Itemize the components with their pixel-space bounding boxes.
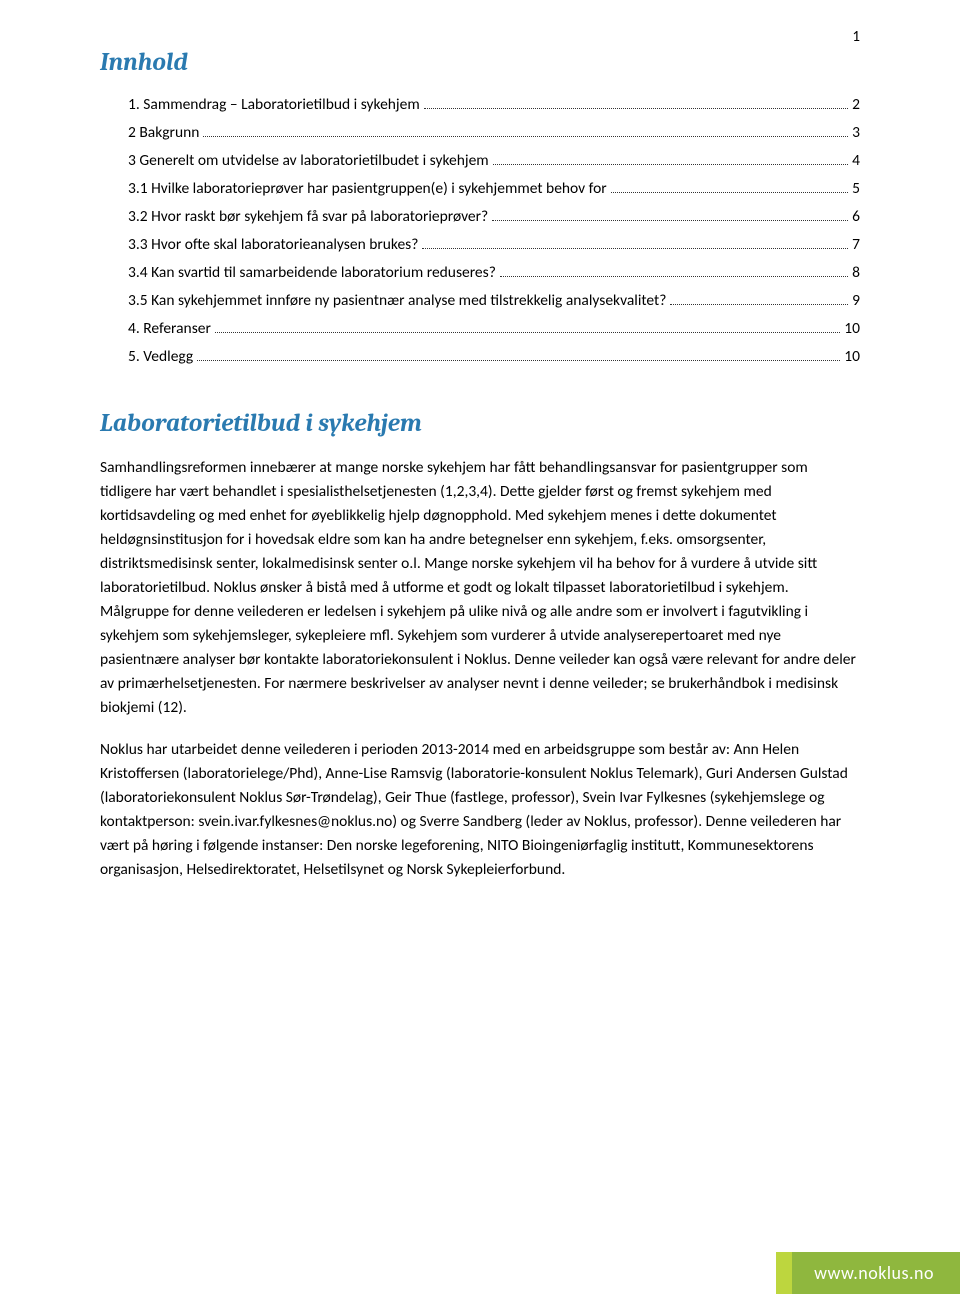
toc-entry-label: 5. Vedlegg — [128, 345, 193, 369]
toc-entry[interactable]: 1. Sammendrag – Laboratorietilbud i syke… — [128, 93, 860, 117]
toc-entry-label: 1. Sammendrag – Laboratorietilbud i syke… — [128, 93, 420, 117]
toc-entry-page: 5 — [852, 177, 860, 201]
toc-entry[interactable]: 3.4 Kan svartid til samarbeidende labora… — [128, 261, 860, 285]
toc-entry[interactable]: 3.3 Hvor ofte skal laboratorieanalysen b… — [128, 233, 860, 257]
page-number: 1 — [852, 28, 860, 46]
toc-entry[interactable]: 3.2 Hvor raskt bør sykehjem få svar på l… — [128, 205, 860, 229]
toc-entry-page: 6 — [852, 205, 860, 229]
toc-leader — [500, 276, 848, 277]
toc-entry-page: 9 — [852, 289, 860, 313]
toc-leader — [422, 248, 848, 249]
toc-leader — [203, 136, 848, 137]
toc-leader — [424, 108, 848, 109]
table-of-contents: 1. Sammendrag – Laboratorietilbud i syke… — [100, 93, 860, 369]
toc-entry-label: 4. Referanser — [128, 317, 211, 341]
toc-leader — [493, 164, 848, 165]
toc-entry-page: 8 — [852, 261, 860, 285]
section-title: Laboratorietilbud i sykehjem — [100, 409, 860, 438]
toc-leader — [197, 360, 840, 361]
toc-entry-label: 3.4 Kan svartid til samarbeidende labora… — [128, 261, 496, 285]
toc-entry-page: 10 — [844, 345, 860, 369]
toc-leader — [215, 332, 840, 333]
toc-title: Innhold — [100, 48, 860, 77]
toc-entry-label: 3.2 Hvor raskt bør sykehjem få svar på l… — [128, 205, 488, 229]
toc-entry-label: 3 Generelt om utvidelse av laboratorieti… — [128, 149, 489, 173]
body-paragraph: Samhandlingsreformen innebærer at mange … — [100, 456, 860, 720]
toc-entry[interactable]: 5. Vedlegg 10 — [128, 345, 860, 369]
toc-entry-page: 10 — [844, 317, 860, 341]
toc-entry-page: 2 — [852, 93, 860, 117]
toc-entry[interactable]: 3 Generelt om utvidelse av laboratorieti… — [128, 149, 860, 173]
toc-entry-label: 3.3 Hvor ofte skal laboratorieanalysen b… — [128, 233, 418, 257]
toc-entry[interactable]: 3.5 Kan sykehjemmet innføre ny pasientnæ… — [128, 289, 860, 313]
body-paragraph: Noklus har utarbeidet denne veilederen i… — [100, 738, 860, 882]
toc-entry-page: 7 — [852, 233, 860, 257]
toc-leader — [492, 220, 848, 221]
toc-entry-label: 3.1 Hvilke laboratorieprøver har pasient… — [128, 177, 607, 201]
toc-leader — [670, 304, 848, 305]
content-area: Innhold 1. Sammendrag – Laboratorietilbu… — [100, 48, 860, 882]
document-page: 1 Innhold 1. Sammendrag – Laboratorietil… — [0, 0, 960, 1294]
toc-entry-page: 3 — [852, 121, 860, 145]
toc-entry[interactable]: 3.1 Hvilke laboratorieprøver har pasient… — [128, 177, 860, 201]
toc-entry[interactable]: 4. Referanser 10 — [128, 317, 860, 341]
toc-entry-label: 3.5 Kan sykehjemmet innføre ny pasientnæ… — [128, 289, 666, 313]
footer-accent — [776, 1252, 792, 1294]
footer-band: www.noklus.no — [776, 1252, 960, 1294]
toc-entry[interactable]: 2 Bakgrunn 3 — [128, 121, 860, 145]
toc-leader — [611, 192, 848, 193]
footer-url: www.noklus.no — [792, 1252, 960, 1294]
toc-entry-page: 4 — [852, 149, 860, 173]
toc-entry-label: 2 Bakgrunn — [128, 121, 199, 145]
